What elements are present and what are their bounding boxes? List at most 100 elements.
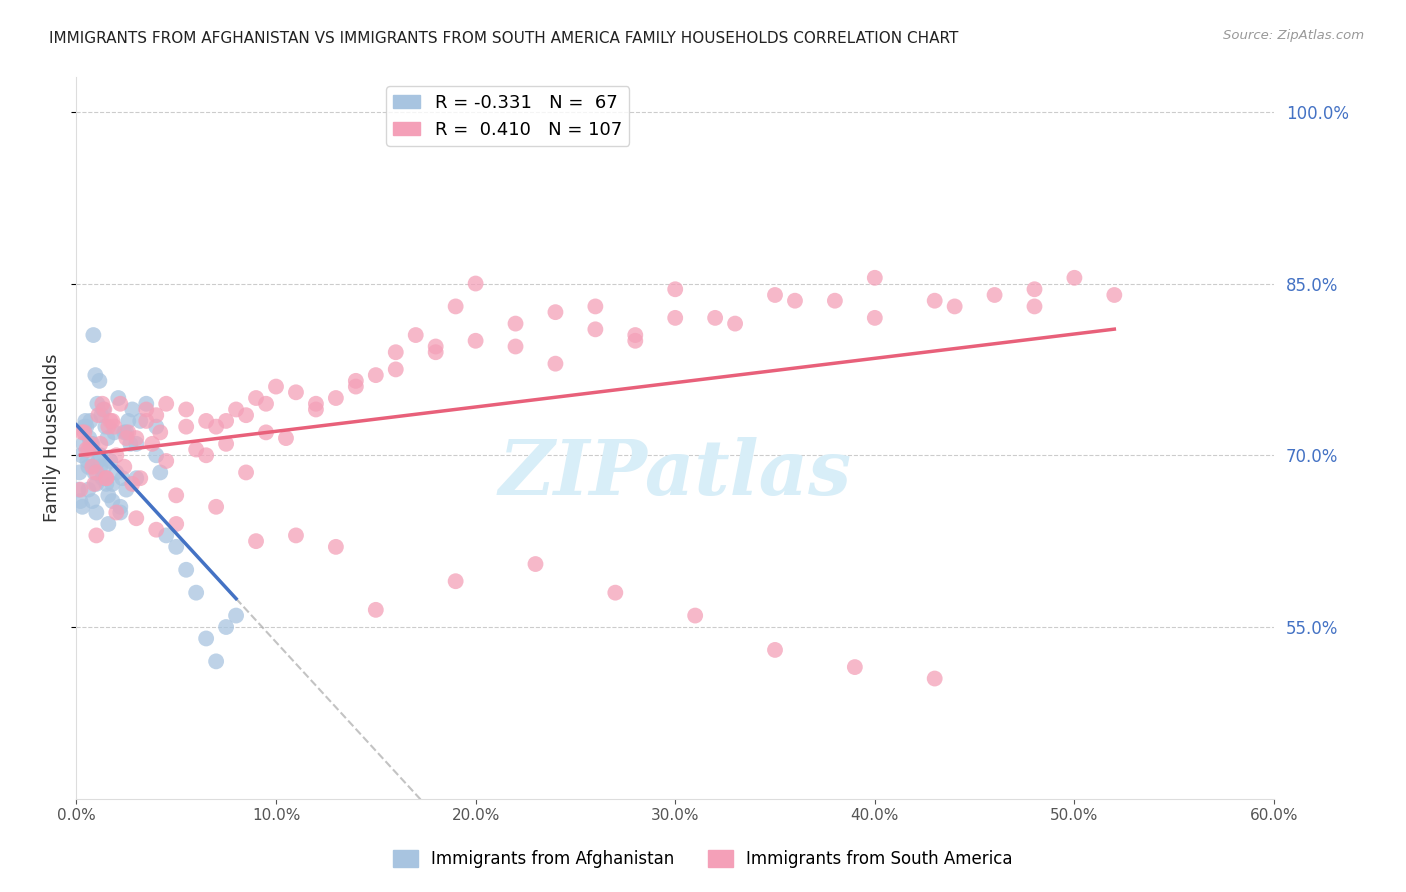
Point <box>101 476 124 491</box>
Point <box>82 328 104 343</box>
Point <box>125 437 148 451</box>
Point <box>121 402 143 417</box>
Point <box>145 448 167 462</box>
Point <box>90 408 112 422</box>
Point <box>305 397 328 411</box>
Point <box>93 402 115 417</box>
Point <box>215 414 238 428</box>
Point <box>245 391 267 405</box>
Point <box>91 471 114 485</box>
Point <box>103 419 125 434</box>
Point <box>195 414 218 428</box>
Point <box>1063 270 1085 285</box>
Point <box>111 471 134 485</box>
Point <box>165 540 187 554</box>
Point <box>105 448 128 462</box>
Point <box>101 414 124 428</box>
Point <box>101 494 124 508</box>
Point <box>155 454 177 468</box>
Point <box>425 339 447 353</box>
Point <box>284 385 307 400</box>
Point <box>67 483 90 497</box>
Point <box>86 397 108 411</box>
Point <box>89 448 111 462</box>
Point <box>76 454 98 468</box>
Point <box>264 379 287 393</box>
Point <box>824 293 846 308</box>
Point <box>783 293 806 308</box>
Point <box>107 391 129 405</box>
Point <box>943 300 966 314</box>
Point <box>583 300 606 314</box>
Point <box>274 431 297 445</box>
Point <box>325 391 347 405</box>
Point <box>121 476 143 491</box>
Point <box>763 643 786 657</box>
Point <box>105 466 128 480</box>
Point <box>444 300 467 314</box>
Point <box>110 500 132 514</box>
Point <box>89 374 111 388</box>
Point <box>96 471 118 485</box>
Point <box>89 459 111 474</box>
Point <box>186 585 208 599</box>
Point <box>205 500 228 514</box>
Text: ZIPatlas: ZIPatlas <box>499 437 852 511</box>
Point <box>149 425 172 440</box>
Point <box>94 419 117 434</box>
Point <box>235 466 257 480</box>
Point <box>110 506 132 520</box>
Point <box>97 488 120 502</box>
Point <box>70 448 93 462</box>
Point <box>724 317 747 331</box>
Point <box>83 466 105 480</box>
Point <box>1024 282 1046 296</box>
Point <box>174 402 197 417</box>
Point <box>863 310 886 325</box>
Point <box>405 328 427 343</box>
Point <box>254 425 277 440</box>
Point <box>195 632 218 646</box>
Point <box>664 282 686 296</box>
Point <box>98 454 121 468</box>
Point <box>205 654 228 668</box>
Point <box>93 402 115 417</box>
Point <box>82 437 104 451</box>
Point <box>129 471 152 485</box>
Point <box>72 437 94 451</box>
Point <box>145 408 167 422</box>
Point <box>165 488 187 502</box>
Point <box>384 345 406 359</box>
Point <box>79 431 101 445</box>
Point <box>624 334 647 348</box>
Point <box>87 408 110 422</box>
Point <box>73 419 96 434</box>
Point <box>254 397 277 411</box>
Legend: R = -0.331   N =  67, R =  0.410   N = 107: R = -0.331 N = 67, R = 0.410 N = 107 <box>385 87 628 146</box>
Point <box>93 471 115 485</box>
Point <box>67 466 90 480</box>
Point <box>115 425 138 440</box>
Point <box>86 528 108 542</box>
Point <box>444 574 467 589</box>
Point <box>87 454 110 468</box>
Point <box>105 506 128 520</box>
Point <box>983 288 1005 302</box>
Point <box>174 563 197 577</box>
Point <box>425 345 447 359</box>
Point <box>924 672 946 686</box>
Point <box>149 466 172 480</box>
Point <box>464 277 486 291</box>
Point <box>72 425 94 440</box>
Point <box>155 397 177 411</box>
Point <box>75 414 97 428</box>
Point <box>325 540 347 554</box>
Point <box>69 494 91 508</box>
Point <box>79 414 101 428</box>
Point <box>583 322 606 336</box>
Point <box>505 317 527 331</box>
Point <box>344 374 367 388</box>
Point <box>97 516 120 531</box>
Point <box>79 437 101 451</box>
Point <box>89 437 111 451</box>
